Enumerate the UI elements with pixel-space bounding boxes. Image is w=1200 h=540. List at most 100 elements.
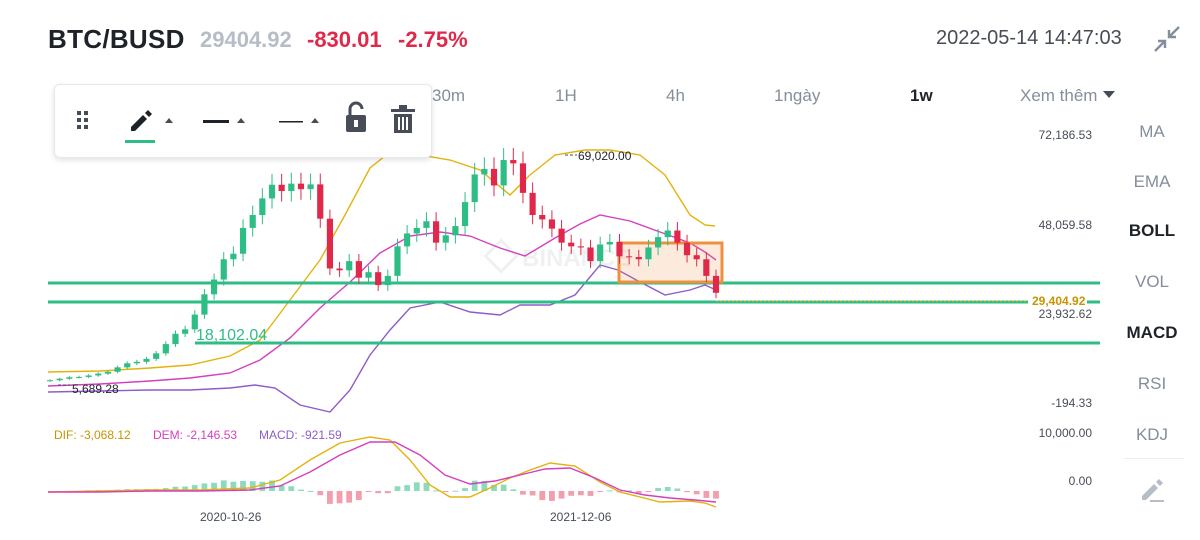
tab-30m[interactable]: 30m (432, 86, 466, 105)
unlock-icon[interactable] (340, 85, 372, 157)
macd-histogram-bar (452, 490, 459, 492)
macd-histogram-bar (539, 491, 546, 501)
macd-histogram-bar (587, 491, 594, 496)
candle-body (404, 233, 411, 247)
symbol-title: BTC/BUSD (48, 24, 185, 54)
macd-histogram-bar (462, 488, 468, 491)
timestamp: 2022-05-14 14:47:03 (936, 27, 1122, 49)
drag-handle-icon[interactable] (69, 85, 99, 157)
candle-body (654, 237, 662, 248)
indicator-rsi[interactable]: RSI (1137, 374, 1167, 393)
candle-body (432, 221, 440, 243)
macd-histogram-bar (423, 482, 430, 491)
candle-body (510, 160, 517, 164)
macd-histogram-bar (172, 486, 179, 491)
indicator-ma[interactable]: MA (1139, 122, 1165, 141)
candle-body (133, 361, 140, 364)
line-style-icon (279, 118, 319, 123)
pencil-tool-button[interactable] (123, 85, 179, 157)
candle-body (75, 376, 83, 378)
candle-body (664, 230, 671, 238)
candle-body (683, 242, 691, 256)
candle-body (162, 344, 169, 354)
price-change: -830.01 (307, 27, 382, 52)
more-intervals-button[interactable]: Xem thêm (1020, 86, 1116, 106)
macd-histogram-bar (635, 491, 642, 494)
macd-histogram-bar (394, 486, 401, 491)
price-axis-label: 48,059.58 (1038, 218, 1092, 232)
macd-histogram-bar (269, 480, 275, 491)
caret-down-icon (1103, 91, 1116, 99)
candle-body (85, 375, 92, 377)
candle-body (529, 192, 536, 215)
indicator-kdj[interactable]: KDJ (1135, 425, 1169, 444)
candle-body (114, 367, 121, 372)
pencil-edit-icon[interactable] (1138, 476, 1166, 504)
tab-1day[interactable]: 1ngày (774, 86, 821, 105)
candle-body (66, 377, 73, 379)
candle-body (471, 174, 478, 203)
candle-body (182, 329, 189, 334)
candle-body (239, 227, 247, 254)
macd-histogram-bar (298, 489, 304, 491)
macd-histogram-bar (433, 490, 439, 492)
macd-histogram-bar (645, 491, 652, 492)
watermark-logo: BINANCE (483, 238, 631, 274)
macd-histogram-bar (568, 491, 575, 496)
macd-histogram-bar (442, 491, 449, 492)
candle-body (693, 255, 700, 260)
candle-body (413, 227, 420, 234)
macd-histogram-bar (500, 484, 507, 491)
candle-body (597, 244, 604, 262)
macd-axis-label: 0.00 (1068, 474, 1092, 488)
boll-lower-line (47, 264, 717, 413)
macd-histogram-bar (510, 489, 517, 491)
macd-histogram-bar (703, 491, 710, 498)
low-marker-label: 5,689.28 (72, 382, 119, 396)
trash-icon[interactable] (387, 85, 419, 157)
indicator-boll[interactable]: BOLL (1128, 221, 1176, 240)
price-axis-label: 23,932.62 (1038, 307, 1092, 321)
price-change-percent: -2.75% (398, 27, 468, 52)
tab-4h[interactable]: 4h (666, 86, 685, 105)
candle-body (307, 184, 314, 190)
candle-body (635, 257, 642, 260)
candle-body (500, 160, 507, 186)
line-width-button[interactable] (201, 85, 257, 157)
tab-1h[interactable]: 1H (555, 86, 577, 105)
macd-histogram-bar (655, 488, 661, 491)
level-label: 18,102.04 (196, 327, 267, 344)
line-style-button[interactable] (277, 85, 333, 157)
candle-body (346, 261, 353, 271)
macd-panel (85, 480, 719, 504)
candle-body (201, 294, 208, 315)
candle-body (297, 183, 305, 190)
tab-1w[interactable]: 1w (910, 86, 933, 105)
candle-body (191, 314, 198, 330)
indicator-vol[interactable]: VOL (1134, 272, 1170, 291)
macd-axis-label: 10,000.00 (1038, 426, 1092, 440)
macd-histogram-bar (684, 491, 690, 493)
candle-body (46, 380, 54, 382)
last-price: 29404.92 (200, 27, 292, 52)
collapse-arrows-icon[interactable] (1152, 24, 1182, 54)
candle-body (104, 371, 112, 374)
candle-body (124, 363, 131, 368)
candle-body (606, 241, 613, 245)
macd-histogram-bar (384, 491, 391, 494)
candle-body (703, 259, 710, 276)
candle-body (230, 253, 237, 260)
boll-upper-line (47, 147, 716, 373)
macd-histogram-bar (278, 485, 285, 491)
macd-histogram-bar (240, 480, 246, 491)
indicator-ema[interactable]: EMA (1133, 172, 1171, 191)
indicator-macd[interactable]: MACD (1126, 323, 1178, 342)
macd-histogram-bar (597, 491, 604, 492)
macd-histogram-bar (346, 491, 353, 503)
candle-body (249, 214, 256, 228)
candle-body (442, 235, 449, 243)
candle-body (587, 247, 594, 262)
price-axis-label: 72,186.53 (1038, 128, 1092, 142)
more-label: Xem thêm (1020, 86, 1098, 105)
